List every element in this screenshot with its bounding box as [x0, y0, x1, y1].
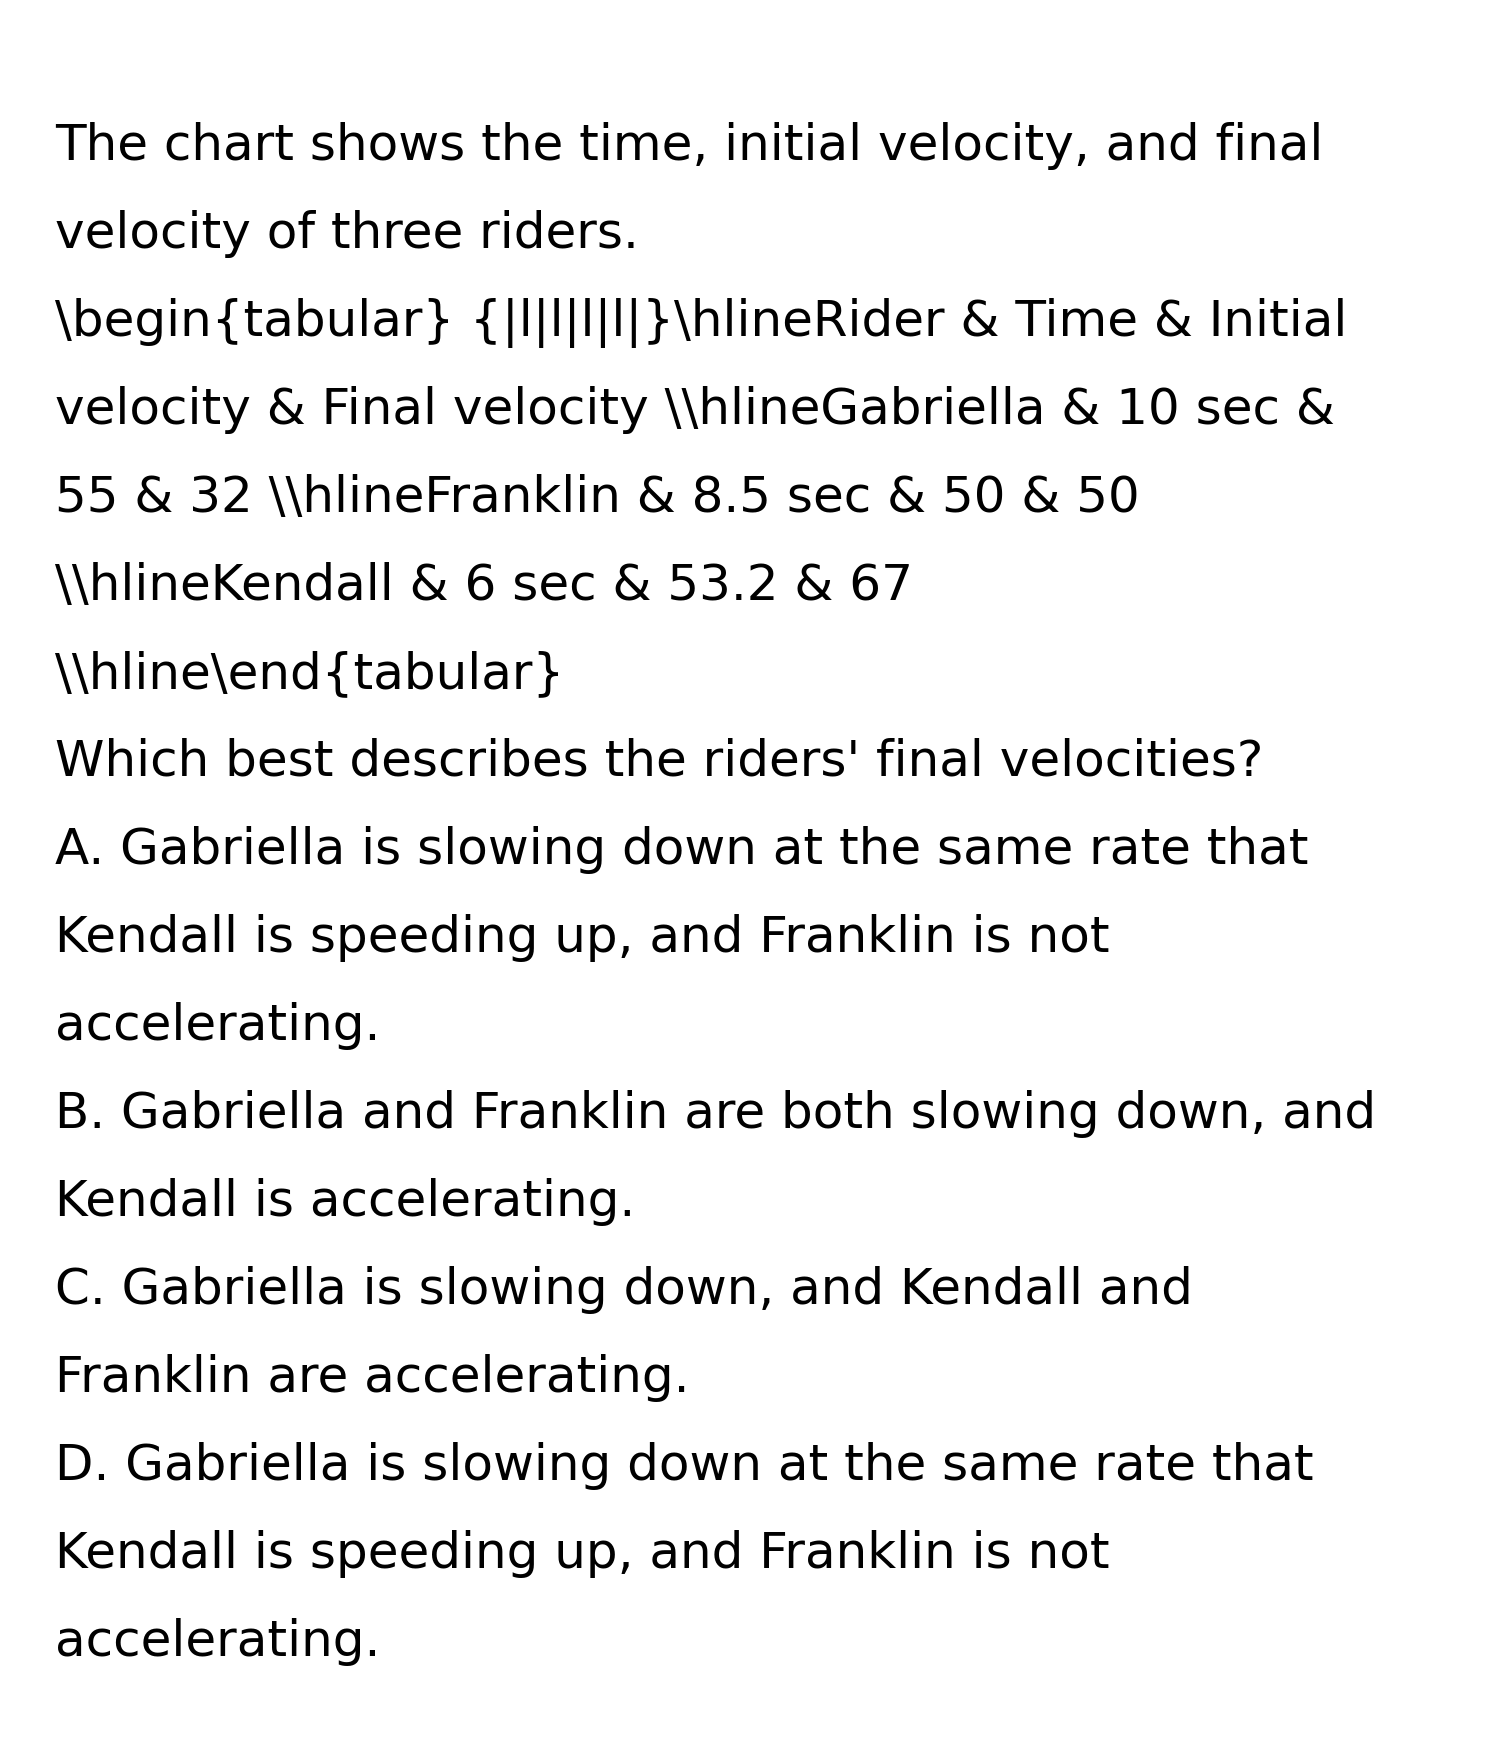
Text: C. Gabriella is slowing down, and Kendall and: C. Gabriella is slowing down, and Kendal… [56, 1266, 1192, 1313]
Text: \begin{tabular} {|l|l|l|l|}\hlineRider & Time & Initial: \begin{tabular} {|l|l|l|l|}\hlineRider &… [56, 298, 1347, 349]
Text: accelerating.: accelerating. [56, 1003, 381, 1050]
Text: Kendall is speeding up, and Franklin is not: Kendall is speeding up, and Franklin is … [56, 1529, 1110, 1578]
Text: Kendall is accelerating.: Kendall is accelerating. [56, 1177, 636, 1226]
Text: Franklin are accelerating.: Franklin are accelerating. [56, 1353, 690, 1402]
Text: 55 & 32 \\hlineFranklin & 8.5 sec & 50 & 50: 55 & 32 \\hlineFranklin & 8.5 sec & 50 &… [56, 474, 1140, 521]
Text: A. Gabriella is slowing down at the same rate that: A. Gabriella is slowing down at the same… [56, 827, 1308, 874]
Text: accelerating.: accelerating. [56, 1618, 381, 1666]
Text: velocity & Final velocity \\hlineGabriella & 10 sec &: velocity & Final velocity \\hlineGabriel… [56, 385, 1335, 434]
Text: \\hlineKendall & 6 sec & 53.2 & 67: \\hlineKendall & 6 sec & 53.2 & 67 [56, 562, 913, 610]
Text: The chart shows the time, initial velocity, and final: The chart shows the time, initial veloci… [56, 122, 1323, 169]
Text: B. Gabriella and Franklin are both slowing down, and: B. Gabriella and Franklin are both slowi… [56, 1090, 1376, 1139]
Text: velocity of three riders.: velocity of three riders. [56, 209, 639, 258]
Text: D. Gabriella is slowing down at the same rate that: D. Gabriella is slowing down at the same… [56, 1442, 1314, 1489]
Text: \\hline\end{tabular}: \\hline\end{tabular} [56, 651, 564, 698]
Text: Kendall is speeding up, and Franklin is not: Kendall is speeding up, and Franklin is … [56, 914, 1110, 963]
Text: Which best describes the riders' final velocities?: Which best describes the riders' final v… [56, 738, 1263, 787]
